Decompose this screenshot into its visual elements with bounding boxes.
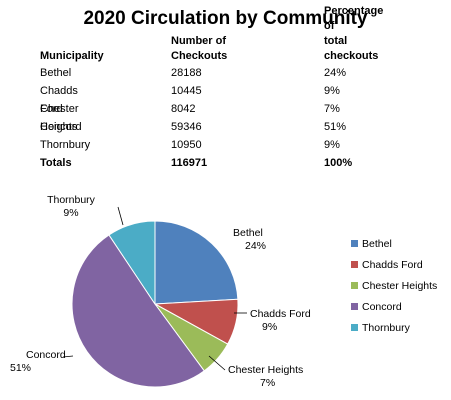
legend-label-chadds-ford: Chadds Ford (362, 259, 423, 271)
data-label-thornbury: Thornbury 9% (47, 194, 96, 219)
leader-line-thornbury (117, 206, 124, 226)
legend-swatch-chester-heights (351, 282, 358, 289)
totals-checkouts: 116971 (171, 157, 208, 169)
data-label-chester-heights: Chester Heights 7% (228, 364, 303, 389)
row-percentage: 51% (324, 121, 347, 133)
row-percentage: 9% (324, 139, 340, 151)
leader-line-concord (62, 355, 74, 358)
row-municipality: Thornbury (40, 139, 91, 151)
row-checkouts: 8042 (171, 103, 196, 115)
leader-line-chester-heights (208, 355, 226, 371)
row-percentage: 7% (324, 103, 340, 115)
legend-swatch-bethel (351, 240, 358, 247)
data-label-chadds-ford: Chadds Ford 9% (250, 308, 311, 333)
header-percentage-line1: Percentage of (324, 5, 384, 32)
legend-label-concord: Concord (362, 301, 402, 313)
row-percentage: 9% (324, 85, 340, 97)
legend-label-thornbury: Thornbury (362, 322, 411, 334)
header-checkouts: Number of Checkouts (171, 34, 227, 64)
row-percentage: 24% (324, 67, 347, 79)
pie-slice-thornbury (108, 220, 156, 306)
row-municipality: Chester Heights (40, 103, 79, 133)
row-checkouts: 28188 (171, 67, 202, 79)
row-checkouts: 10950 (171, 139, 202, 151)
legend-label-bethel: Bethel (362, 238, 392, 250)
legend-label-chester-heights: Chester Heights (362, 280, 437, 292)
row-municipality: Concord (40, 121, 82, 133)
data-label-bethel: Bethel 24% (233, 227, 266, 252)
row-checkouts: 59346 (171, 121, 202, 133)
header-checkouts-line1: Number of (171, 35, 226, 47)
legend-swatch-concord (351, 303, 358, 310)
chart-title: 2020 Circulation by Community (83, 8, 368, 29)
pie-slice-concord (71, 234, 205, 388)
row-municipality: Chadds Ford (40, 85, 78, 115)
totals-percentage: 100% (324, 157, 353, 169)
row-checkouts: 10445 (171, 85, 202, 97)
legend-swatch-chadds-ford (351, 261, 358, 268)
pie-slice-bethel (154, 220, 239, 305)
header-percentage-line2: total checkouts (324, 35, 379, 62)
header-percentage: Percentage of total checkouts (324, 4, 383, 64)
row-municipality: Bethel (40, 67, 72, 79)
totals-label: Totals (40, 157, 72, 169)
header-checkouts-line2: Checkouts (171, 50, 228, 62)
header-municipality: Municipality (40, 50, 104, 62)
legend-swatch-thornbury (351, 324, 358, 331)
data-label-concord: Concord 51% (10, 349, 66, 374)
